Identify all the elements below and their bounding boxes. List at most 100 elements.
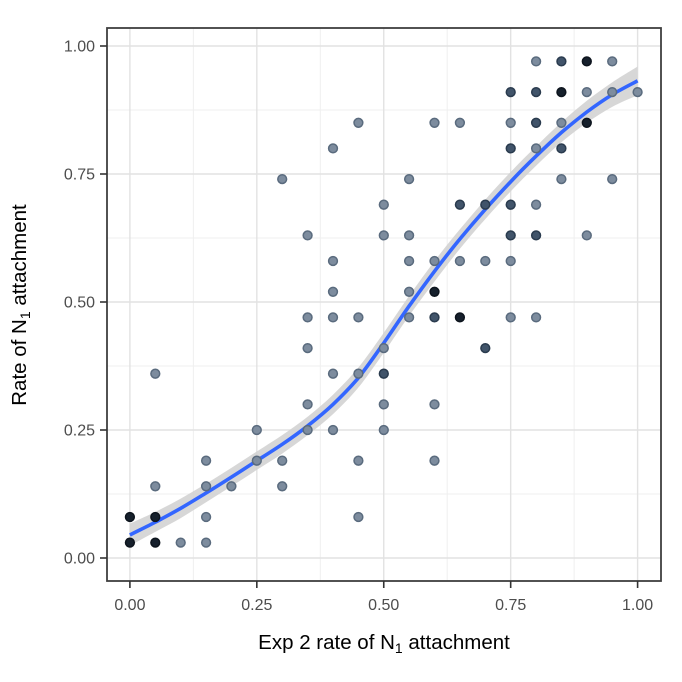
data-point — [429, 286, 440, 297]
data-point — [505, 143, 516, 154]
data-point — [429, 399, 440, 410]
data-point — [403, 255, 415, 267]
y-axis: 0.00 0.25 0.50 0.75 1.00 — [64, 39, 107, 568]
data-point — [327, 424, 339, 436]
data-point — [429, 255, 440, 267]
data-point — [556, 56, 567, 67]
x-tick-label: 0.00 — [114, 597, 145, 614]
confidence-band-area — [129, 66, 638, 546]
data-point — [581, 56, 592, 67]
data-point — [530, 199, 542, 210]
data-point — [530, 143, 542, 154]
data-point — [302, 312, 313, 323]
data-point — [327, 368, 339, 379]
data-point — [124, 511, 136, 523]
data-point — [607, 86, 618, 98]
data-point — [530, 230, 542, 241]
y-tick-label: 0.00 — [64, 551, 95, 568]
x-axis-title: Exp 2 rate of N1 attachment — [258, 631, 510, 656]
data-point — [556, 173, 567, 185]
data-point — [251, 424, 262, 436]
data-point — [556, 117, 567, 128]
y-tick-label: 1.00 — [64, 39, 95, 56]
data-point — [480, 199, 491, 210]
data-point — [632, 86, 643, 98]
data-point — [505, 312, 516, 323]
data-point — [403, 286, 415, 297]
data-point — [454, 117, 466, 128]
data-point — [277, 173, 288, 185]
data-point — [505, 255, 516, 267]
data-point — [226, 481, 237, 492]
data-point — [150, 481, 161, 492]
x-tick-label: 0.75 — [495, 597, 526, 614]
data-point — [353, 368, 364, 379]
x-tick-label: 1.00 — [622, 597, 653, 614]
data-point — [429, 455, 440, 466]
data-point — [403, 173, 415, 185]
grid-major — [107, 28, 661, 581]
data-point — [378, 199, 389, 210]
data-point — [302, 399, 313, 410]
y-tick-label: 0.50 — [64, 295, 95, 312]
data-point — [505, 199, 516, 210]
x-tick-label: 0.50 — [368, 597, 399, 614]
data-point — [302, 424, 313, 436]
data-point — [327, 255, 339, 267]
data-point — [505, 86, 516, 98]
x-tick-label: 0.25 — [241, 597, 272, 614]
data-point — [556, 86, 567, 98]
data-point — [454, 255, 466, 267]
data-point — [530, 117, 542, 128]
data-point — [251, 455, 262, 466]
data-point — [200, 537, 212, 548]
data-point — [302, 230, 313, 241]
data-point — [378, 399, 389, 410]
data-point — [607, 173, 618, 185]
data-points — [124, 56, 643, 548]
data-point — [505, 117, 516, 128]
data-point — [327, 286, 339, 297]
data-point — [403, 230, 415, 241]
data-point — [353, 511, 364, 523]
data-point — [581, 230, 592, 241]
data-point — [480, 342, 491, 354]
data-point — [150, 537, 161, 548]
data-point — [200, 455, 212, 466]
data-point — [378, 424, 389, 436]
data-point — [150, 511, 161, 523]
data-point — [378, 230, 389, 241]
data-point — [150, 368, 161, 379]
data-point — [378, 368, 389, 379]
data-point — [505, 230, 516, 241]
data-point — [556, 143, 567, 154]
data-point — [277, 481, 288, 492]
data-point — [581, 86, 592, 98]
data-point — [327, 312, 339, 323]
data-point — [403, 312, 415, 323]
data-point — [124, 537, 136, 548]
data-point — [353, 312, 364, 323]
data-point — [480, 255, 491, 267]
data-point — [200, 511, 212, 523]
data-point — [277, 455, 288, 466]
y-axis-title: Rate of N1 attachment — [8, 204, 33, 406]
data-point — [530, 86, 542, 98]
y-tick-label: 0.75 — [64, 167, 95, 184]
data-point — [353, 455, 364, 466]
data-point — [353, 117, 364, 128]
data-point — [530, 312, 542, 323]
data-point — [175, 537, 186, 548]
confidence-band — [129, 66, 638, 546]
data-point — [378, 342, 389, 354]
data-point — [200, 481, 212, 492]
data-point — [454, 199, 466, 210]
x-axis: 0.00 0.25 0.50 0.75 1.00 — [114, 581, 653, 614]
data-point — [607, 56, 618, 67]
data-point — [429, 117, 440, 128]
data-point — [327, 143, 339, 154]
data-point — [530, 56, 542, 67]
data-point — [581, 117, 592, 128]
